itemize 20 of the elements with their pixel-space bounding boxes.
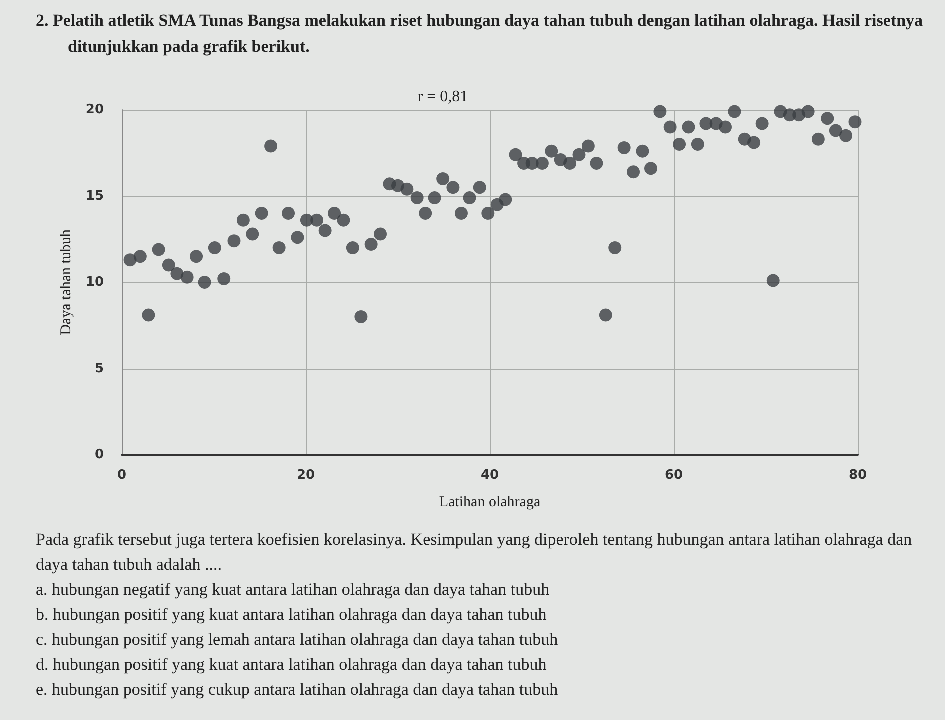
x-axis-title: Latihan olahraga <box>439 494 541 510</box>
text: e. hubungan positif yang cukup antara latihan olahraga dan daya tahan tubuh <box>36 679 560 701</box>
chart-title: 2. Pelatih atletik SMA Tunas Bangsa melakukan riset hubungan daya tahan tubuh dengan latihan olahraga. Hasil risetnya ditunjukkan pada grafik berikut. <box>36 10 924 58</box>
x-tick-label: 40 <box>480 468 500 483</box>
y-tick-label: 20 <box>86 102 104 118</box>
text: c. hubungan positif yang lemah antara latihan olahraga dan daya tahan tubuh <box>36 629 560 651</box>
text: Pada grafik tersebut juga tertera koefisien korelasinya. Kesimpulan yang diperoleh tentang hubungan antara latihan olahraga dan daya tahan tubuh adalah .... <box>36 529 914 576</box>
y-tick-label: 0 <box>94 448 104 462</box>
text: d. hubungan positif yang kuat antara latihan olahraga dan daya tahan tubuh <box>36 654 548 676</box>
text: a. hubungan negatif yang kuat antara latihan olahraga dan daya tahan tubuh <box>36 579 551 601</box>
x-tick-label: 0 <box>117 468 127 483</box>
y-tick-label: 15 <box>86 188 104 204</box>
x-tick-label: 80 <box>848 468 868 483</box>
text: b. hubungan positif yang kuat antara latihan olahraga dan daya tahan tubuh <box>36 604 548 626</box>
chart-subtitle: r = 0,81 <box>418 88 468 106</box>
x-tick-label: 20 <box>296 468 316 483</box>
y-axis-title: Daya tahan tubuh <box>58 229 74 336</box>
x-tick-label: 60 <box>664 468 684 483</box>
y-tick-label: 5 <box>94 361 104 376</box>
y-tick-label: 10 <box>86 275 104 290</box>
